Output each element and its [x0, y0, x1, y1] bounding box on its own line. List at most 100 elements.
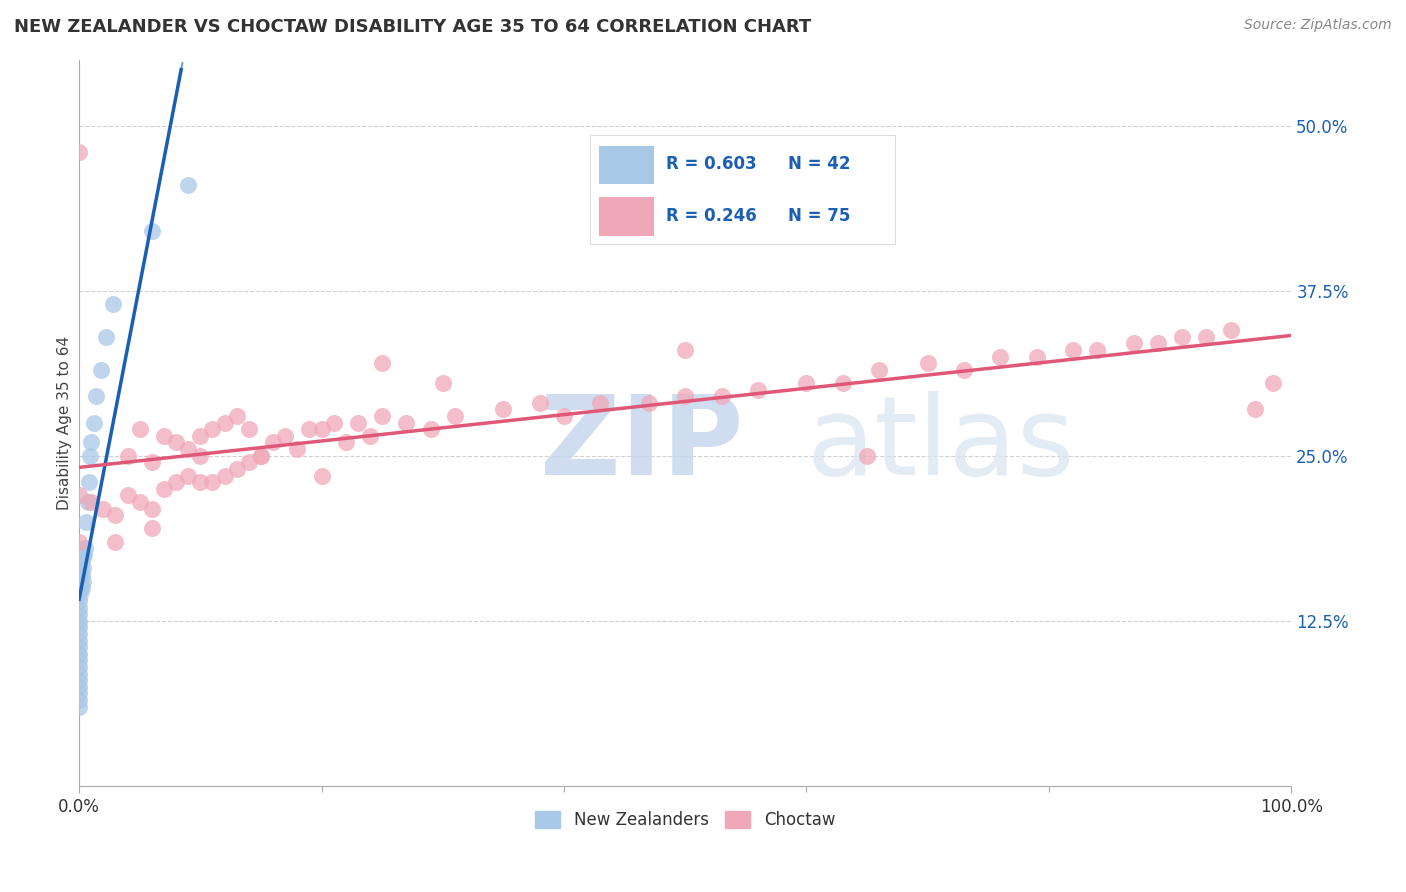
Point	[1085, 343, 1108, 357]
Point	[917, 356, 939, 370]
FancyBboxPatch shape	[599, 197, 654, 235]
Text: N = 42: N = 42	[789, 155, 851, 173]
Point	[73, 548, 96, 562]
Point	[76, 495, 98, 509]
Point	[75, 515, 97, 529]
Point	[1195, 330, 1218, 344]
Legend: New Zealanders, Choctaw: New Zealanders, Choctaw	[529, 804, 842, 836]
Point	[747, 383, 769, 397]
Point	[710, 389, 733, 403]
Point	[70, 567, 93, 582]
Point	[70, 581, 93, 595]
Point	[67, 693, 90, 707]
Point	[80, 495, 103, 509]
Point	[856, 449, 879, 463]
Point	[69, 561, 91, 575]
Point	[201, 475, 224, 489]
Point	[165, 475, 187, 489]
Point	[128, 495, 150, 509]
Point	[225, 409, 247, 423]
Point	[444, 409, 467, 423]
Point	[250, 449, 273, 463]
Point	[83, 416, 105, 430]
Point	[868, 363, 890, 377]
Point	[298, 422, 321, 436]
Point	[953, 363, 976, 377]
Text: R = 0.603: R = 0.603	[666, 155, 756, 173]
Point	[72, 574, 94, 588]
Point	[67, 594, 90, 608]
Point	[188, 475, 211, 489]
Point	[67, 640, 90, 655]
Point	[93, 501, 115, 516]
Point	[1263, 376, 1285, 390]
Point	[529, 396, 551, 410]
Point	[72, 548, 94, 562]
Point	[371, 409, 394, 423]
Point	[1244, 402, 1267, 417]
Point	[165, 435, 187, 450]
Point	[67, 680, 90, 694]
Text: ZIP: ZIP	[540, 391, 744, 498]
Point	[432, 376, 454, 390]
Point	[274, 429, 297, 443]
Y-axis label: Disability Age 35 to 64: Disability Age 35 to 64	[58, 335, 72, 509]
Point	[67, 534, 90, 549]
Point	[1062, 343, 1084, 357]
Point	[673, 389, 696, 403]
Point	[1219, 323, 1241, 337]
Text: NEW ZEALANDER VS CHOCTAW DISABILITY AGE 35 TO 64 CORRELATION CHART: NEW ZEALANDER VS CHOCTAW DISABILITY AGE …	[14, 18, 811, 36]
Text: N = 75: N = 75	[789, 207, 851, 225]
Point	[80, 435, 103, 450]
Point	[67, 699, 90, 714]
Point	[84, 389, 107, 403]
Point	[79, 449, 101, 463]
Point	[67, 488, 90, 502]
Point	[141, 521, 163, 535]
Point	[67, 647, 90, 661]
Point	[1147, 336, 1170, 351]
Point	[67, 673, 90, 688]
Point	[188, 429, 211, 443]
Point	[117, 449, 139, 463]
Point	[72, 561, 94, 575]
Point	[311, 468, 333, 483]
Text: Source: ZipAtlas.com: Source: ZipAtlas.com	[1244, 18, 1392, 32]
Point	[177, 178, 200, 192]
Point	[69, 567, 91, 582]
Point	[250, 449, 273, 463]
Point	[311, 422, 333, 436]
Point	[589, 396, 612, 410]
Point	[67, 614, 90, 628]
Point	[94, 330, 117, 344]
Point	[67, 627, 90, 641]
Point	[1171, 330, 1194, 344]
Point	[419, 422, 441, 436]
Point	[831, 376, 853, 390]
Point	[347, 416, 370, 430]
Point	[225, 462, 247, 476]
Point	[637, 396, 659, 410]
Point	[492, 402, 515, 417]
Point	[117, 488, 139, 502]
Point	[69, 587, 91, 601]
Point	[77, 475, 100, 489]
Point	[67, 666, 90, 681]
Point	[69, 574, 91, 588]
Point	[322, 416, 344, 430]
Point	[67, 600, 90, 615]
Point	[371, 356, 394, 370]
Point	[188, 449, 211, 463]
Point	[67, 145, 90, 159]
Point	[201, 422, 224, 436]
Point	[335, 435, 357, 450]
Point	[128, 422, 150, 436]
Point	[359, 429, 381, 443]
Point	[1025, 350, 1047, 364]
Point	[177, 442, 200, 456]
Point	[238, 455, 260, 469]
Point	[104, 508, 127, 522]
Point	[214, 416, 236, 430]
Point	[90, 363, 112, 377]
Point	[67, 653, 90, 667]
